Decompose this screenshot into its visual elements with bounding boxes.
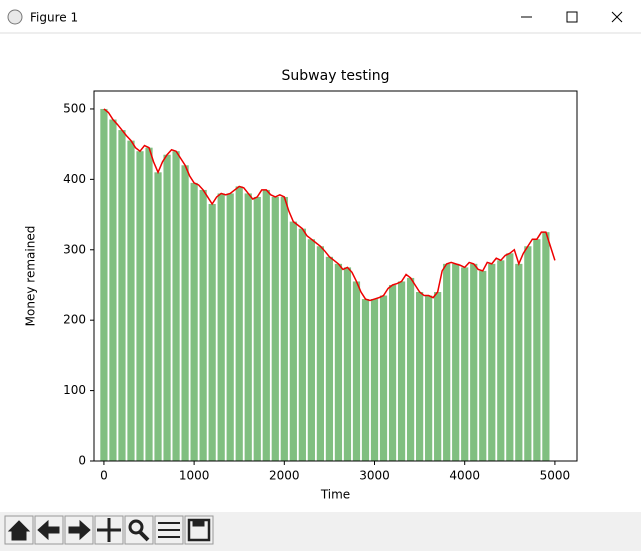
bar <box>190 182 198 462</box>
bar <box>307 239 315 461</box>
pan-button[interactable] <box>94 515 124 545</box>
forward-button[interactable] <box>64 515 94 545</box>
bar <box>244 193 252 461</box>
y-tick-label: 0 <box>78 454 86 468</box>
y-tick-label: 200 <box>63 313 86 327</box>
line <box>103 108 556 302</box>
bar <box>416 292 424 461</box>
x-tick-label: 2000 <box>269 469 300 483</box>
toolbar-buttons <box>4 515 214 545</box>
bar <box>515 263 523 461</box>
window-title: Figure 1 <box>30 11 78 25</box>
bar <box>217 193 225 461</box>
bar <box>452 263 460 461</box>
bar <box>361 299 370 461</box>
bar <box>370 299 379 461</box>
bar <box>524 246 532 461</box>
bar <box>262 189 270 461</box>
y-axis-label: Money remained <box>24 226 38 327</box>
bar <box>397 281 406 461</box>
bar <box>542 232 550 461</box>
bar <box>226 193 234 461</box>
bar <box>136 151 144 461</box>
bar <box>488 263 496 461</box>
bar <box>388 284 397 461</box>
bar <box>434 292 442 461</box>
close-button[interactable] <box>611 11 623 23</box>
axes-frame <box>93 90 578 462</box>
bar <box>109 119 117 462</box>
bar <box>298 228 306 461</box>
bar <box>127 140 135 462</box>
maximize-button[interactable] <box>566 11 578 23</box>
x-tick-label: 0 <box>100 469 108 483</box>
bar <box>289 221 297 461</box>
bar <box>181 165 189 462</box>
bar <box>470 263 478 461</box>
y-tick-label: 100 <box>63 383 86 397</box>
bar <box>443 263 451 461</box>
configure-button[interactable] <box>154 515 184 545</box>
x-tick-label: 3000 <box>359 469 390 483</box>
bar <box>172 151 180 461</box>
bar <box>352 281 361 461</box>
bar <box>271 196 279 461</box>
bar <box>145 147 153 461</box>
bar <box>506 253 514 461</box>
bar <box>100 108 108 461</box>
bar <box>334 263 343 461</box>
bar <box>316 246 324 461</box>
save-button[interactable] <box>184 515 214 545</box>
bar <box>208 204 216 461</box>
bar <box>118 130 126 461</box>
bar <box>343 267 352 461</box>
bar <box>253 196 261 461</box>
bar <box>379 295 388 461</box>
title-bar <box>0 0 641 33</box>
bar <box>163 154 171 461</box>
y-tick-label: 300 <box>63 242 86 256</box>
x-tick-label: 4000 <box>449 469 480 483</box>
x-tick-label: 1000 <box>179 469 210 483</box>
bar <box>406 277 415 461</box>
home-button[interactable] <box>4 515 34 545</box>
bar <box>235 186 243 462</box>
bar <box>325 256 334 461</box>
x-tick-label: 5000 <box>540 469 571 483</box>
bar <box>533 239 541 461</box>
plot: 0 1000 2000 3000 4000 5000 0 100 200 300 400 500 Sub… <box>24 68 578 502</box>
back-button[interactable] <box>34 515 64 545</box>
x-axis-label: Time <box>320 488 350 502</box>
y-tick-label: 500 <box>63 101 86 115</box>
bar <box>461 267 469 461</box>
bar <box>199 189 207 461</box>
bar <box>479 270 487 461</box>
bar <box>280 196 288 461</box>
bar <box>154 172 162 461</box>
zoom-button[interactable] <box>124 515 154 545</box>
bar <box>425 295 433 461</box>
y-tick-label: 400 <box>63 172 86 186</box>
bar <box>497 260 505 461</box>
chart-title: Subway testing <box>282 68 390 84</box>
app-icon <box>7 9 23 25</box>
